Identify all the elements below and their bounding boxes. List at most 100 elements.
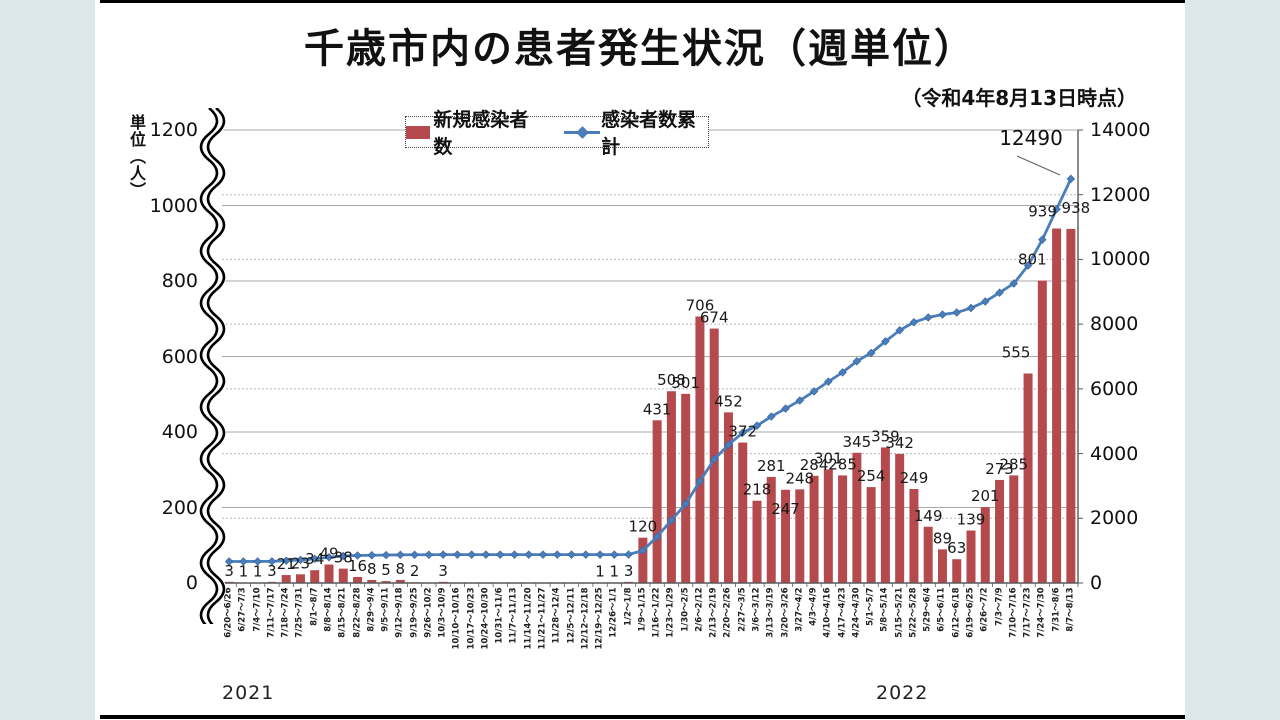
bar-label: 249 — [900, 469, 929, 487]
bar-week-7/3～7/9 — [995, 479, 1005, 583]
bar-label: 285 — [999, 455, 1028, 473]
line-marker-diamond — [281, 556, 291, 565]
bar-label: 21 — [277, 555, 296, 573]
line-marker-diamond — [1009, 279, 1019, 288]
bar-week-6/12～6/18 — [952, 559, 962, 583]
bar-label: 452 — [714, 392, 743, 410]
x-label-11/21～11/27: 11/21～11/27 — [537, 587, 548, 650]
right-tick-label: 8000 — [1090, 313, 1139, 336]
x-label-4/24～4/30: 4/24～4/30 — [851, 587, 862, 638]
bar-label: 1 — [610, 563, 620, 581]
legend-item-new-cases: 新規感染者数 — [406, 105, 540, 159]
line-marker-diamond — [424, 550, 434, 559]
bar-label: 16 — [348, 557, 367, 575]
bar-label: 359 — [871, 427, 900, 445]
x-label-3/6～3/12: 3/6～3/12 — [751, 587, 762, 632]
line-marker-diamond — [324, 553, 334, 562]
legend-label: 新規感染者数 — [433, 109, 529, 158]
x-label-2/20～2/26: 2/20～2/26 — [722, 587, 733, 638]
annotation-leader-line — [1016, 155, 1061, 176]
bar-label: 273 — [985, 460, 1014, 478]
right-tick-label: 0 — [1090, 572, 1103, 594]
line-marker-diamond — [310, 554, 319, 564]
line-marker-diamond — [353, 551, 362, 560]
line-marker-diamond — [652, 532, 662, 541]
x-label-4/3～4/9: 4/3～4/9 — [808, 587, 819, 626]
line-marker-diamond — [553, 550, 562, 559]
x-label-8/8～8/14: 8/8～8/14 — [323, 587, 334, 632]
right-tick-label: 2000 — [1090, 507, 1139, 530]
bar-label: 1 — [595, 563, 605, 581]
right-tick-label: 12000 — [1090, 183, 1151, 206]
bar-week-3/27～4/2 — [795, 489, 805, 583]
left-tick-label: 400 — [161, 421, 198, 443]
year-label-2022: 2022 — [876, 682, 929, 704]
line-marker-diamond — [239, 557, 248, 566]
x-label-1/9～1/15: 1/9～1/15 — [637, 587, 648, 632]
line-marker-diamond — [453, 550, 462, 559]
line-marker-diamond — [410, 550, 419, 559]
bar-week-1/23～1/29 — [666, 391, 676, 583]
bar-week-4/3～4/9 — [809, 475, 819, 583]
bar-week-6/26～7/2 — [980, 507, 990, 583]
x-label-11/14～11/20: 11/14～11/20 — [523, 587, 534, 650]
line-marker-diamond — [767, 412, 776, 421]
line-marker-diamond — [1066, 174, 1076, 184]
bar-week-7/31～8/6 — [1052, 228, 1062, 583]
right-tick-label: 10000 — [1090, 248, 1151, 271]
x-label-2/13～2/19: 2/13～2/19 — [708, 587, 719, 638]
bar-week-4/24～4/30 — [852, 452, 862, 583]
bar-label: 3 — [267, 562, 277, 580]
bar-label: 674 — [700, 309, 729, 327]
x-label-7/24～7/30: 7/24～7/30 — [1036, 587, 1047, 638]
bar-label: 285 — [828, 455, 857, 473]
bar-week-8/8～8/14 — [324, 564, 334, 583]
bar-series — [224, 228, 1076, 583]
right-tick-label: 6000 — [1090, 377, 1139, 400]
x-label-7/4～7/10: 7/4～7/10 — [252, 587, 263, 632]
line-marker-diamond — [838, 368, 847, 377]
line-marker-diamond — [824, 377, 833, 386]
x-label-7/10～7/16: 7/10～7/16 — [1008, 587, 1019, 638]
line-marker-diamond — [381, 550, 391, 560]
legend-item-cumulative: 感染者数累計 — [564, 105, 708, 159]
line-marker-diamond — [852, 356, 862, 366]
line-marker-diamond — [952, 308, 961, 317]
x-label-4/17～4/23: 4/17～4/23 — [837, 587, 848, 638]
line-marker-diamond — [438, 550, 448, 559]
bar-label: 149 — [914, 507, 943, 525]
bar-week-5/22～5/28 — [909, 489, 919, 583]
x-label-5/8～5/14: 5/8～5/14 — [879, 587, 890, 632]
x-label-12/5～12/11: 12/5～12/11 — [566, 587, 577, 644]
chart-subtitle: （令和4年8月13日時点） — [901, 86, 1137, 110]
line-marker-diamond — [481, 550, 491, 559]
bar-week-3/20～3/26 — [781, 489, 791, 583]
legend-label: 感染者数累計 — [601, 109, 697, 158]
bar-week-4/10～4/16 — [823, 469, 833, 583]
x-label-8/29～9/4: 8/29～9/4 — [366, 587, 377, 632]
legend: 新規感染者数 感染者数累計 — [405, 109, 709, 158]
bar-week-1/30～2/5 — [681, 393, 691, 583]
x-label-4/10～4/16: 4/10～4/16 — [822, 587, 833, 638]
line-marker-diamond — [809, 387, 819, 396]
line-marker-diamond — [367, 551, 377, 560]
line-marker-diamond — [667, 516, 676, 525]
x-label-3/27～4/2: 3/27～4/2 — [794, 587, 805, 632]
x-label-3/20～3/26: 3/20～3/26 — [780, 587, 791, 638]
line-marker-diamond — [724, 440, 733, 449]
bar-label: 254 — [857, 467, 886, 485]
bar-label: 139 — [957, 511, 986, 529]
bar-label: 1 — [239, 563, 249, 581]
x-label-6/27～7/3: 6/27～7/3 — [237, 587, 248, 632]
bar-label: 342 — [885, 434, 914, 452]
line-marker-diamond — [538, 550, 548, 559]
x-label-1/23～1/29: 1/23～1/29 — [665, 587, 676, 638]
x-label-6/26～7/2: 6/26～7/2 — [979, 587, 990, 632]
left-tick-label: 800 — [161, 270, 198, 292]
bar-week-9/12～9/18 — [395, 579, 405, 583]
x-label-10/3～10/9: 10/3～10/9 — [437, 587, 448, 638]
bar-label: 3 — [438, 562, 448, 580]
x-label-12/12～12/18: 12/12～12/18 — [580, 587, 591, 650]
right-tick-label: 14000 — [1090, 119, 1151, 141]
